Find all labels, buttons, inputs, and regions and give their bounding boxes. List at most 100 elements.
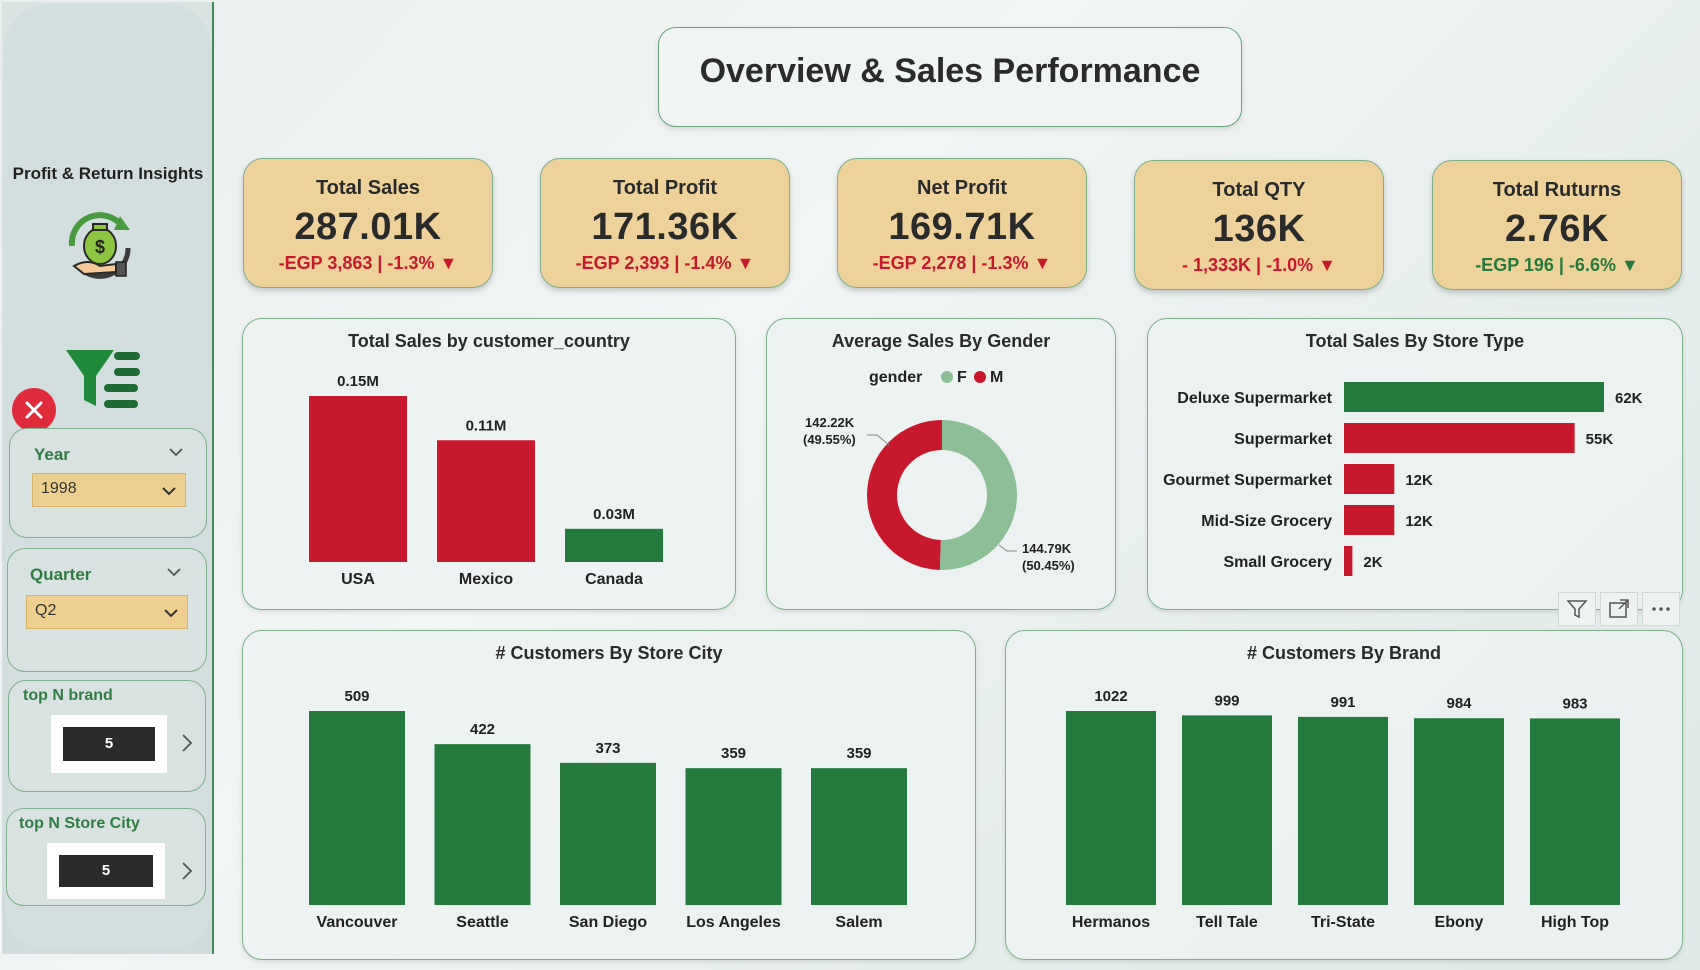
- data-label: 984: [1446, 695, 1472, 712]
- category-label: Hermanos: [1072, 914, 1150, 931]
- close-icon: [25, 401, 43, 419]
- chart-sales-by-store-type-svg: Deluxe Supermarket 62K Supermarket 55K Gourm…: [1163, 382, 1643, 576]
- bar-deluxe-supermarket[interactable]: [1344, 382, 1604, 412]
- kpi-card-total-returns[interactable]: Total Ruturns 2.76K -EGP 196 | -6.6% ▼: [1432, 160, 1682, 290]
- bar-small-grocery[interactable]: [1344, 546, 1353, 576]
- chevron-down-icon[interactable]: [168, 445, 184, 463]
- data-label-f-percent: (50.45%): [1022, 558, 1075, 573]
- top-n-brand-label: top N brand: [23, 687, 113, 704]
- chevron-down-icon[interactable]: [166, 565, 182, 583]
- bar-gourmet-supermarket[interactable]: [1344, 464, 1395, 494]
- kpi-card-total-sales[interactable]: Total Sales 287.01K -EGP 3,863 | -1.3% ▼: [243, 158, 493, 288]
- kpi-delta: -EGP 2,278 | -1.3% ▼: [872, 253, 1052, 273]
- page-title: Overview & Sales Performance: [699, 51, 1201, 90]
- kpi-label: Total QTY: [1212, 179, 1306, 201]
- data-label: 0.03M: [593, 506, 635, 523]
- bar-usa[interactable]: [309, 396, 407, 562]
- down-arrow-icon: ▼: [736, 253, 755, 273]
- category-label: Tell Tale: [1196, 914, 1258, 931]
- focus-mode-icon[interactable]: [1600, 592, 1638, 626]
- legend-marker-f[interactable]: [941, 371, 953, 383]
- legend-title: gender: [869, 369, 922, 386]
- chart-title: # Customers By Brand: [1246, 643, 1442, 663]
- kpi-delta: - 1,333K | -1.0% ▼: [1182, 255, 1336, 275]
- bar-tri-state[interactable]: [1298, 716, 1388, 905]
- down-arrow-icon: ▼: [1620, 255, 1639, 275]
- data-label: 991: [1330, 694, 1355, 711]
- chart-customers-by-brand[interactable]: # Customers By Brand 1022 Hermanos 999 Tell…: [1005, 630, 1683, 960]
- kpi-card-net-profit[interactable]: Net Profit 169.71K -EGP 2,278 | -1.3% ▼: [837, 158, 1087, 288]
- top-n-store-city-parameter: top N Store City 5: [6, 808, 206, 906]
- year-dropdown[interactable]: 1998: [32, 473, 186, 507]
- kpi-card-total-qty[interactable]: Total QTY 136K - 1,333K | -1.0% ▼: [1134, 160, 1384, 290]
- top-n-brand-input[interactable]: 5: [51, 715, 167, 773]
- leader-line-m[interactable]: [867, 434, 890, 446]
- nav-title[interactable]: Profit & Return Insights: [12, 164, 204, 183]
- data-label-m-percent: (49.55%): [803, 432, 856, 447]
- bar-seattle[interactable]: [434, 744, 531, 905]
- kpi-delta: -EGP 3,863 | -1.3% ▼: [278, 253, 458, 273]
- data-label: 983: [1562, 695, 1587, 712]
- data-label: 12K: [1405, 472, 1433, 489]
- quarter-slicer-label: Quarter: [30, 565, 92, 584]
- kpi-value: 171.36K: [591, 206, 739, 248]
- kpi-label: Total Profit: [612, 177, 718, 199]
- top-n-store-city-input[interactable]: 5: [47, 843, 165, 899]
- bar-san-diego[interactable]: [560, 762, 656, 905]
- chart-sales-by-store-type[interactable]: Total Sales By Store Type Deluxe Superma…: [1147, 318, 1683, 610]
- data-label: 62K: [1615, 390, 1643, 407]
- quarter-slicer: Quarter Q2: [7, 548, 207, 672]
- data-label-f: 144.79K: [1022, 541, 1072, 556]
- chart-customers-by-store-city[interactable]: # Customers By Store City 509 Vancouver 42…: [242, 630, 976, 960]
- bar-hermanos[interactable]: [1066, 711, 1156, 905]
- category-label: Canada: [585, 571, 643, 588]
- category-label: Ebony: [1435, 914, 1484, 931]
- more-options-icon[interactable]: [1642, 592, 1680, 626]
- bar-salem[interactable]: [811, 768, 907, 905]
- bar-high-top[interactable]: [1530, 718, 1620, 905]
- category-label: High Top: [1541, 914, 1609, 931]
- close-filters-button[interactable]: [12, 388, 56, 432]
- bar-ebony[interactable]: [1414, 718, 1504, 905]
- category-label: Tri-State: [1311, 914, 1375, 931]
- slice-f[interactable]: [939, 420, 1018, 570]
- kpi-card-total-profit[interactable]: Total Profit 171.36K -EGP 2,393 | -1.4% …: [540, 158, 790, 288]
- bar-mexico[interactable]: [437, 440, 535, 562]
- top-n-store-city-label: top N Store City: [19, 815, 140, 832]
- leader-line-f[interactable]: [998, 544, 1017, 552]
- slice-m[interactable]: [867, 420, 942, 570]
- chart-sales-by-country[interactable]: Total Sales by customer_country 0.15M USA…: [242, 318, 736, 610]
- bar-supermarket[interactable]: [1344, 423, 1575, 453]
- kpi-value: 287.01K: [294, 206, 442, 248]
- chevron-right-icon[interactable]: [181, 733, 193, 758]
- quarter-dropdown[interactable]: Q2: [26, 595, 188, 629]
- data-label: 1022: [1094, 688, 1127, 705]
- legend-label-m: M: [990, 369, 1003, 386]
- data-label: 0.15M: [337, 373, 379, 390]
- quarter-dropdown-value: Q2: [35, 602, 57, 619]
- category-label: Los Angeles: [686, 914, 781, 931]
- filter-list-icon[interactable]: [64, 346, 142, 412]
- chevron-right-icon[interactable]: [181, 861, 193, 886]
- bar-mid-size-grocery[interactable]: [1344, 505, 1395, 535]
- bar-vancouver[interactable]: [309, 711, 405, 905]
- chart-sales-by-gender-svg: gender F M 144.79K (50.45%) 142.22K (49.55%): [803, 369, 1075, 573]
- year-slicer-label: Year: [34, 445, 70, 464]
- category-label: Vancouver: [317, 914, 398, 931]
- bar-los-angeles[interactable]: [685, 768, 782, 905]
- chart-sales-by-gender[interactable]: Average Sales By Gender gender F M 144.79K (…: [766, 318, 1116, 610]
- category-label: Small Grocery: [1224, 554, 1333, 571]
- kpi-delta: -EGP 2,393 | -1.4% ▼: [575, 253, 755, 273]
- filter-icon[interactable]: [1558, 592, 1596, 626]
- category-label: Mid-Size Grocery: [1201, 513, 1332, 530]
- bar-canada[interactable]: [565, 528, 663, 562]
- year-dropdown-value: 1998: [41, 480, 77, 497]
- top-n-brand-parameter: top N brand 5: [8, 680, 206, 792]
- bar-tell-tale[interactable]: [1182, 715, 1272, 905]
- data-label: 2K: [1363, 554, 1382, 571]
- svg-text:$: $: [95, 237, 105, 257]
- category-label: Gourmet Supermarket: [1163, 472, 1333, 489]
- legend-marker-m[interactable]: [974, 371, 986, 383]
- data-label: 359: [721, 745, 746, 762]
- money-bag-cycle-icon[interactable]: $: [60, 206, 140, 286]
